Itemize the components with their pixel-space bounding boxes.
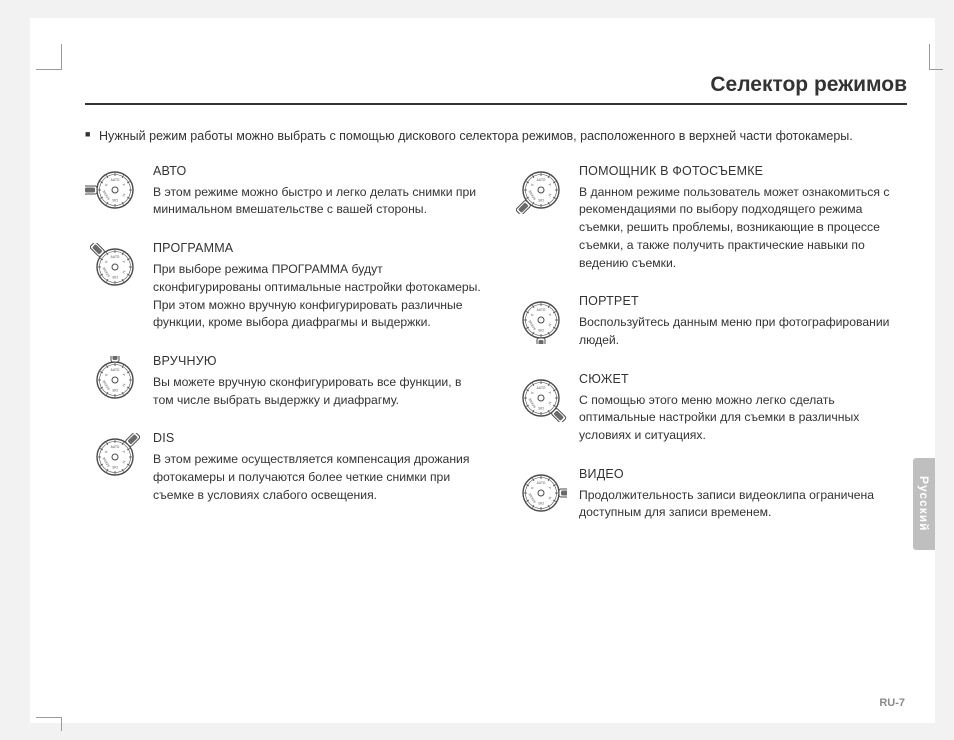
svg-text:AUTO: AUTO (537, 385, 546, 389)
mode-dial-icon: AUTOPMDISSCENEG (85, 241, 141, 332)
mode-dial-icon: AUTOPMDISSCENEG (85, 431, 141, 504)
mode-description: Вы можете вручную сконфигурировать все ф… (153, 374, 481, 409)
mode-title: DIS (153, 431, 481, 445)
svg-text:DIS: DIS (538, 501, 543, 505)
svg-text:AUTO: AUTO (111, 178, 120, 182)
svg-text:DIS: DIS (538, 198, 543, 202)
language-tab: Русский (913, 458, 935, 550)
svg-text:DIS: DIS (112, 275, 117, 279)
crop-mark-top-left (36, 44, 62, 70)
mode-description: В этом режиме осуществляется компенсация… (153, 451, 481, 504)
mode-text: ВИДЕО Продолжительность записи видеоклипа… (579, 467, 907, 522)
language-tab-label: Русский (917, 476, 931, 532)
mode-description: С помощью этого меню можно легко сделать… (579, 392, 907, 445)
mode-dial-icon: AUTOPMDISSCENEG (511, 372, 567, 445)
crop-mark-bottom-left (36, 717, 62, 731)
svg-text:DIS: DIS (538, 328, 543, 332)
svg-text:DIS: DIS (112, 198, 117, 202)
svg-text:AUTO: AUTO (537, 178, 546, 182)
svg-text:AUTO: AUTO (111, 255, 120, 259)
mode-description: При выборе режима ПРОГРАММА будут сконфи… (153, 261, 481, 332)
mode-text: ВРУЧНУЮ Вы можете вручную сконфигурироват… (153, 354, 481, 409)
mode-text: АВТО В этом режиме можно быстро и легко д… (153, 164, 481, 219)
mode-title: ПОМОЩНИК В ФОТОСЪЕМКЕ (579, 164, 907, 178)
mode-dial-icon: AUTOPMDISSCENEG (511, 294, 567, 349)
mode-title: СЮЖЕТ (579, 372, 907, 386)
mode-item: AUTOPMDISSCENEG СЮЖЕТ С помощью этого мен… (511, 372, 907, 445)
svg-text:AUTO: AUTO (537, 480, 546, 484)
mode-item: AUTOPMDISSCENEG ПРОГРАММА При выборе режи… (85, 241, 481, 332)
svg-text:AUTO: AUTO (111, 445, 120, 449)
mode-title: АВТО (153, 164, 481, 178)
column-right: AUTOPMDISSCENEG ПОМОЩНИК В ФОТОСЪЕМКЕ В д… (511, 164, 907, 544)
svg-text:AUTO: AUTO (111, 368, 120, 372)
mode-text: ПРОГРАММА При выборе режима ПРОГРАММА буд… (153, 241, 481, 332)
mode-dial-icon: AUTOPMDISSCENEG (511, 164, 567, 272)
mode-dial-icon: AUTOPMDISSCENEG (85, 164, 141, 219)
svg-text:DIS: DIS (112, 465, 117, 469)
page-title: Селектор режимов (85, 73, 907, 105)
mode-dial-icon: AUTOPMDISSCENEG (85, 354, 141, 409)
mode-description: В данном режиме пользователь может ознак… (579, 184, 907, 272)
mode-title: ПОРТРЕТ (579, 294, 907, 308)
crop-mark-top-right (929, 44, 943, 70)
mode-text: СЮЖЕТ С помощью этого меню можно легко сд… (579, 372, 907, 445)
page-number: RU-7 (879, 697, 905, 709)
intro-text: Нужный режим работы можно выбрать с помо… (85, 127, 907, 146)
mode-text: DIS В этом режиме осуществляется компенса… (153, 431, 481, 504)
mode-item: AUTOPMDISSCENEG ПОРТРЕТ Воспользуйтесь да… (511, 294, 907, 349)
svg-text:AUTO: AUTO (537, 308, 546, 312)
mode-text: ПОРТРЕТ Воспользуйтесь данным меню при фо… (579, 294, 907, 349)
column-left: AUTOPMDISSCENEG АВТО В этом режиме можно … (85, 164, 481, 544)
mode-title: ПРОГРАММА (153, 241, 481, 255)
mode-description: Воспользуйтесь данным меню при фотографи… (579, 314, 907, 349)
content-area: Селектор режимов Нужный режим работы мож… (85, 73, 907, 544)
page: Селектор режимов Нужный режим работы мож… (30, 18, 935, 723)
mode-dial-icon: AUTOPMDISSCENEG (511, 467, 567, 522)
mode-title: ВРУЧНУЮ (153, 354, 481, 368)
svg-text:DIS: DIS (538, 406, 543, 410)
mode-item: AUTOPMDISSCENEG DIS В этом режиме осущест… (85, 431, 481, 504)
mode-item: AUTOPMDISSCENEG АВТО В этом режиме можно … (85, 164, 481, 219)
mode-description: В этом режиме можно быстро и легко делат… (153, 184, 481, 219)
mode-item: AUTOPMDISSCENEG ВИДЕО Продолжительность з… (511, 467, 907, 522)
mode-description: Продолжительность записи видеоклипа огра… (579, 487, 907, 522)
mode-item: AUTOPMDISSCENEG ПОМОЩНИК В ФОТОСЪЕМКЕ В д… (511, 164, 907, 272)
columns: AUTOPMDISSCENEG АВТО В этом режиме можно … (85, 164, 907, 544)
mode-item: AUTOPMDISSCENEG ВРУЧНУЮ Вы можете вручную… (85, 354, 481, 409)
mode-title: ВИДЕО (579, 467, 907, 481)
mode-text: ПОМОЩНИК В ФОТОСЪЕМКЕ В данном режиме пол… (579, 164, 907, 272)
svg-text:DIS: DIS (112, 388, 117, 392)
